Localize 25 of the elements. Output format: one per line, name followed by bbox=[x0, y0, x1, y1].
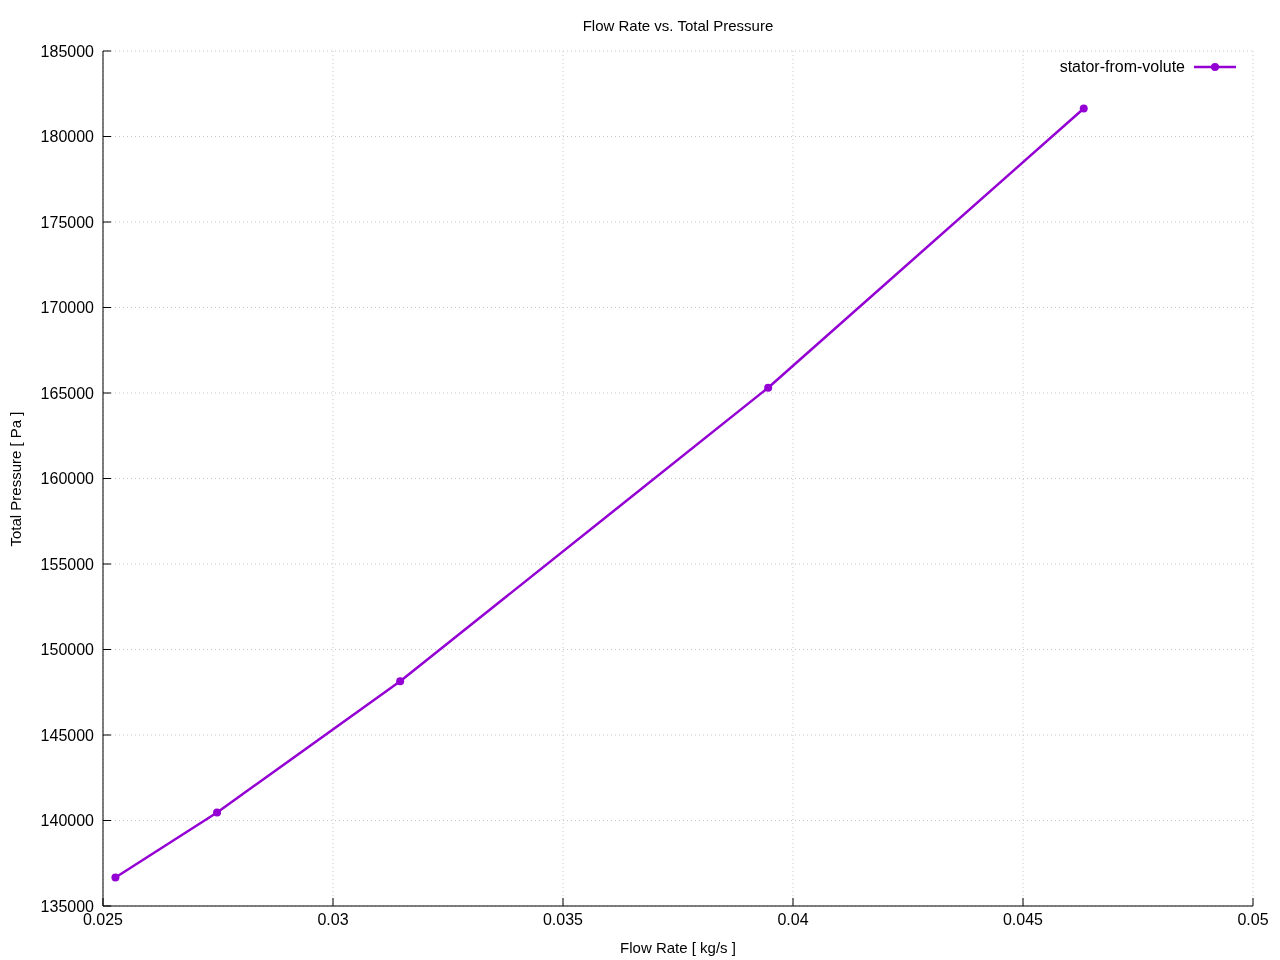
y-tick-label: 145000 bbox=[40, 726, 95, 744]
y-tick-label: 185000 bbox=[40, 42, 95, 60]
y-tick-label: 175000 bbox=[40, 213, 95, 231]
x-axis-title: Flow Rate [ kg/s ] bbox=[619, 939, 737, 956]
x-tick-label: 0.03 bbox=[317, 911, 349, 929]
y-tick-label: 165000 bbox=[40, 384, 95, 402]
y-axis-title: Total Pressure [ Pa ] bbox=[6, 410, 24, 547]
x-tick-label: 0.05 bbox=[1237, 911, 1269, 929]
point bbox=[111, 873, 120, 882]
legend-label: stator-from-volute bbox=[1059, 58, 1185, 76]
y-tick-label: 155000 bbox=[40, 555, 95, 573]
x-tick-label: 0.04 bbox=[777, 911, 809, 929]
chart-title: Flow Rate vs. Total Pressure bbox=[581, 17, 775, 34]
y-tick-label: 180000 bbox=[40, 128, 95, 146]
point bbox=[396, 677, 405, 686]
y-tick-label: 160000 bbox=[40, 470, 95, 488]
y-tick-label: 150000 bbox=[40, 641, 95, 659]
point bbox=[764, 383, 773, 392]
x-tick-label: 0.035 bbox=[542, 911, 584, 929]
y-tick-label: 170000 bbox=[40, 299, 95, 317]
x-tick-label: 0.045 bbox=[1002, 911, 1044, 929]
point bbox=[1079, 104, 1088, 113]
point bbox=[213, 808, 222, 817]
x-tick-label: 0.025 bbox=[82, 911, 124, 929]
y-tick-label: 140000 bbox=[40, 812, 95, 830]
